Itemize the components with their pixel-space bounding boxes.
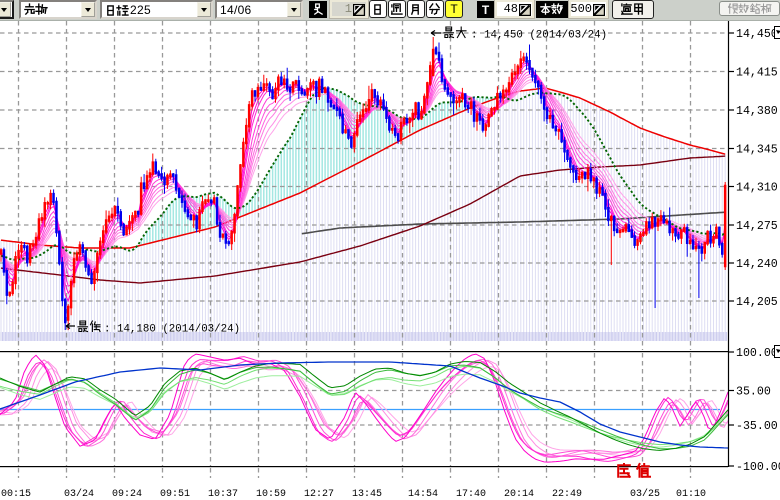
svg-text:14,205: 14,205: [736, 296, 778, 309]
svg-text:03/25: 03/25: [630, 488, 660, 500]
svg-text:-35.00: -35.00: [736, 420, 778, 433]
svg-text:00:15: 00:15: [1, 489, 31, 500]
svg-text:10:59: 10:59: [256, 489, 286, 500]
svg-text:100.00: 100.00: [736, 347, 778, 360]
svg-text:14,415: 14,415: [736, 67, 778, 80]
svg-text:14,345: 14,345: [736, 144, 778, 157]
svg-text:22:49: 22:49: [552, 489, 582, 500]
svg-text:35.00: 35.00: [736, 386, 771, 399]
svg-text:: 14,450 (2014/03/24): : 14,450 (2014/03/24): [471, 30, 607, 42]
svg-text:10:37: 10:37: [208, 489, 238, 500]
svg-text:09:51: 09:51: [160, 489, 190, 500]
svg-text:03/24: 03/24: [64, 488, 94, 500]
svg-text:14,380: 14,380: [736, 105, 778, 118]
svg-text:13:45: 13:45: [352, 489, 382, 500]
svg-text:12:27: 12:27: [304, 489, 334, 500]
svg-text:14,450: 14,450: [736, 28, 778, 41]
svg-text:14:54: 14:54: [408, 489, 438, 500]
svg-text:01:10: 01:10: [676, 489, 706, 500]
svg-text:09:24: 09:24: [112, 489, 142, 500]
svg-text:20:14: 20:14: [504, 489, 534, 500]
svg-text:14,310: 14,310: [736, 182, 778, 195]
svg-text:14,275: 14,275: [736, 220, 778, 233]
svg-text:-100.00: -100.00: [736, 461, 780, 474]
svg-text:14,240: 14,240: [736, 258, 778, 271]
svg-text:: 14,180 (2014/03/24): : 14,180 (2014/03/24): [104, 324, 240, 336]
svg-text:17:40: 17:40: [456, 489, 486, 500]
